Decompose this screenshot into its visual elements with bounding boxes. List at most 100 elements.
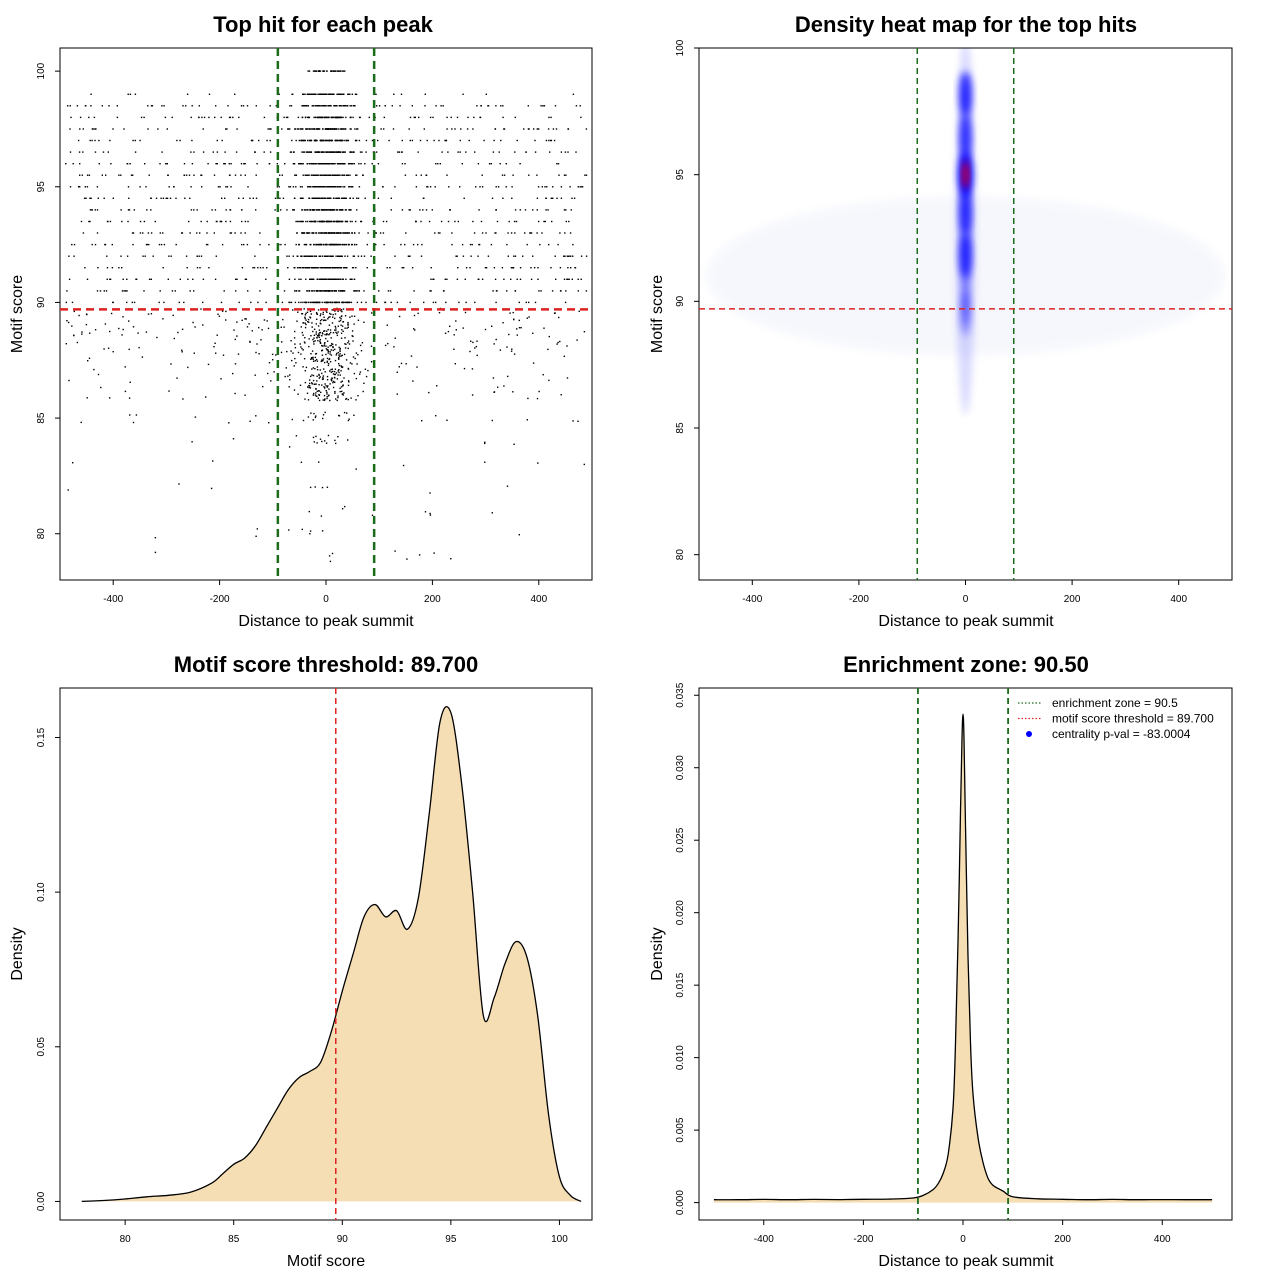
scatter-point (234, 338, 236, 341)
scatter-point (311, 267, 313, 269)
scatter-point (331, 163, 333, 165)
scatter-point (240, 163, 243, 165)
scatter-point (162, 197, 165, 199)
scatter-point (98, 139, 100, 142)
scatter-point (305, 220, 307, 223)
scatter-point (349, 174, 351, 176)
scatter-point (358, 232, 360, 234)
scatter-point (94, 209, 96, 211)
scatter-point (424, 511, 427, 513)
scatter-point (316, 312, 318, 315)
scatter-point (307, 93, 310, 95)
scatter-point (438, 312, 441, 314)
scatter-point (229, 232, 231, 234)
scatter-point (340, 197, 343, 199)
x-axis-label: Motif score (287, 1253, 365, 1270)
scatter-point (327, 290, 330, 292)
scatter-point (500, 139, 502, 142)
scatter-point (246, 243, 249, 246)
scatter-point (330, 139, 333, 142)
scatter-point (283, 290, 286, 292)
scatter-point (238, 197, 240, 199)
scatter-point (246, 326, 249, 328)
scatter-point (310, 358, 312, 360)
scatter-point (530, 267, 532, 269)
scatter-point (359, 151, 362, 153)
scatter-point (150, 209, 152, 211)
scatter-point (313, 290, 315, 292)
scatter-point (329, 197, 331, 199)
scatter-point (360, 350, 363, 352)
scatter-point (580, 255, 583, 257)
scatter-point (351, 315, 353, 317)
scatter-point (572, 93, 575, 95)
scatter-point (313, 334, 316, 336)
scatter-point (307, 116, 310, 119)
scatter-point (536, 397, 539, 400)
scatter-point (238, 301, 240, 304)
scatter-point (352, 335, 354, 338)
scatter-point (329, 128, 331, 130)
scatter-point (128, 397, 131, 399)
scatter-point (335, 186, 337, 188)
scatter-point (447, 220, 450, 223)
panel-density-heatmap: Density heat map for the top hits -400 -2… (649, 12, 1233, 630)
reference-lines (699, 48, 1232, 580)
scatter-point (269, 128, 271, 130)
scatter-point (219, 186, 221, 188)
scatter-point (289, 186, 292, 188)
scatter-point (159, 163, 161, 165)
scatter-point (564, 301, 567, 304)
scatter-point (357, 395, 359, 397)
scatter-point (309, 209, 312, 211)
scatter-point (321, 278, 324, 280)
scatter-point (341, 329, 343, 331)
scatter-point (332, 346, 334, 349)
scatter-point (583, 331, 586, 333)
reference-lines (60, 48, 592, 580)
scatter-point (327, 318, 329, 320)
scatter-point (341, 93, 344, 95)
scatter-point (311, 357, 313, 360)
scatter-point (294, 347, 297, 349)
scatter-point (585, 290, 588, 292)
scatter-point (318, 373, 320, 376)
scatter-point (332, 186, 334, 188)
scatter-point (162, 232, 164, 234)
scatter-point (106, 267, 109, 269)
scatter-point (536, 232, 538, 234)
scatter-point (304, 139, 306, 142)
scatter-point (556, 163, 558, 165)
scatter-point (538, 390, 540, 393)
scatter-point (550, 116, 552, 119)
scatter-point (469, 267, 471, 269)
scatter-point (281, 301, 284, 304)
scatter-point (367, 369, 369, 372)
scatter-point (139, 220, 142, 223)
scatter-point (390, 301, 392, 304)
scatter-point (225, 220, 227, 223)
scatter-point (170, 255, 172, 257)
scatter-point (303, 209, 306, 211)
scatter-point (345, 209, 347, 211)
x-tick-label: 80 (120, 1234, 132, 1245)
scatter-point (348, 209, 350, 211)
scatter-point (305, 323, 307, 326)
scatter-point (432, 301, 435, 304)
scatter-point (327, 139, 329, 142)
scatter-point (494, 232, 496, 234)
scatter-point (310, 220, 312, 223)
scatter-point (360, 220, 363, 223)
scatter-point (235, 151, 238, 153)
scatter-point (328, 324, 331, 326)
scatter-point (245, 318, 247, 320)
scatter-point (312, 367, 315, 369)
scatter-point (127, 93, 129, 95)
scatter-point (301, 267, 303, 269)
scatter-point (334, 313, 337, 315)
scatter-point (387, 290, 390, 292)
scatter-point (337, 70, 339, 72)
scatter-point (314, 360, 316, 362)
scatter-point (241, 319, 243, 321)
scatter-point (241, 209, 243, 211)
